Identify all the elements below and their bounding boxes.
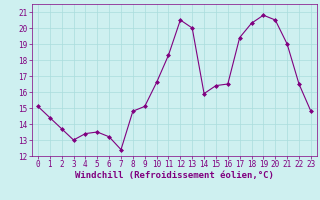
X-axis label: Windchill (Refroidissement éolien,°C): Windchill (Refroidissement éolien,°C): [75, 171, 274, 180]
